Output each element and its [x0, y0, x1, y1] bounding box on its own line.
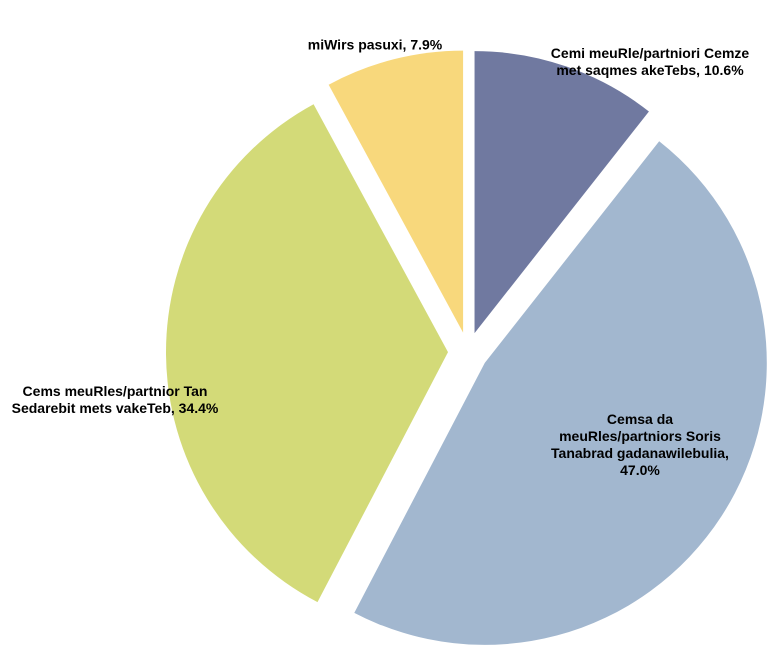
label-text: Cems meuRles/partnior Tan Sedarebit mets… [11, 383, 208, 416]
pie-slice [354, 141, 767, 645]
pie-slice [166, 104, 449, 603]
slice-label: Cemsa da meuRles/partniors Soris Tanabra… [545, 411, 735, 479]
label-text: 7.9% [410, 36, 443, 53]
label-text: 10.6% [703, 62, 744, 78]
slice-label: miWirs pasuxi, 7.9% [280, 37, 470, 54]
label-text: miWirs pasuxi, [307, 36, 407, 53]
label-text: 47.0% [620, 462, 660, 478]
slice-label: Cemi meuRle/partniori Cemze met saqmes a… [550, 45, 750, 79]
label-text: 34.4% [178, 400, 219, 416]
slice-label: Cems meuRles/partnior Tan Sedarebit mets… [10, 383, 220, 417]
pie-slice [474, 51, 649, 334]
label-text: Cemsa da meuRles/partniors Soris Tanabra… [551, 411, 729, 461]
label-text: Cemi meuRle/partniori Cemze met saqmes a… [550, 45, 750, 78]
pie-slice [328, 50, 464, 333]
